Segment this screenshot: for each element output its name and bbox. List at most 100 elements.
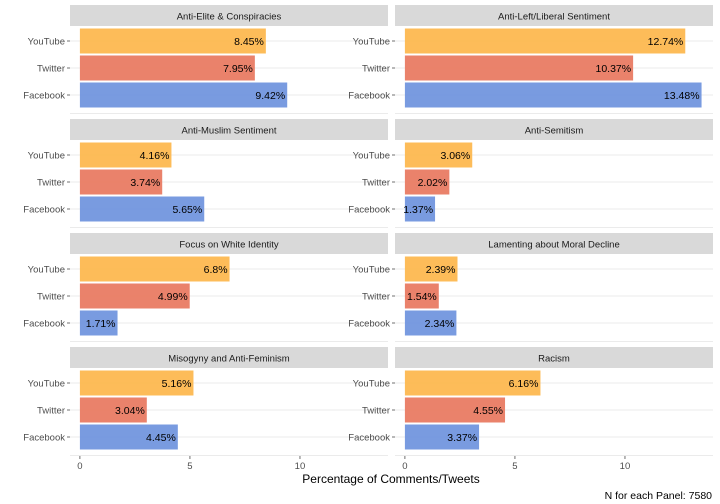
y-tick-label-twitter: Twitter xyxy=(37,178,65,189)
y-tick-label-twitter: Twitter xyxy=(37,406,65,417)
y-tick-label-facebook: Facebook xyxy=(23,205,65,216)
y-tick-label-youtube: YouTube xyxy=(28,265,65,276)
x-tick-label: 0 xyxy=(402,461,407,472)
facet-panel-lamenting-about-moral-decline: Lamenting about Moral Decline 2.39% YouTub… xyxy=(348,233,713,342)
bar-facebook xyxy=(404,310,457,336)
bar-facebook xyxy=(404,424,480,450)
bar-youtube xyxy=(404,256,458,282)
y-tick-label-twitter: Twitter xyxy=(362,64,390,75)
bar-value-label: 5.65% xyxy=(172,204,202,216)
y-tick-label-youtube: YouTube xyxy=(353,37,390,48)
facet-strip xyxy=(70,119,388,140)
facet-strip xyxy=(70,233,388,254)
facet-strip xyxy=(395,233,713,254)
x-tick-label: 10 xyxy=(620,461,631,472)
bar-value-label: 1.54% xyxy=(407,291,437,303)
bar-value-label: 3.04% xyxy=(115,405,145,417)
y-tick-label-youtube: YouTube xyxy=(28,379,65,390)
y-tick-label-youtube: YouTube xyxy=(353,379,390,390)
x-tick-label: 10 xyxy=(295,461,306,472)
bar-value-label: 4.16% xyxy=(140,150,170,162)
y-tick-label-facebook: Facebook xyxy=(348,91,390,102)
x-tick-label: 0 xyxy=(77,461,82,472)
bar-value-label: 6.16% xyxy=(509,378,539,390)
facet-title: Focus on White Identity xyxy=(179,240,279,251)
y-tick-label-youtube: YouTube xyxy=(28,151,65,162)
y-tick-label-twitter: Twitter xyxy=(362,178,390,189)
facet-title: Misogyny and Anti-Feminism xyxy=(168,354,290,365)
facet-panel-anti-left-liberal-sentiment: Anti-Left/Liberal Sentiment 12.74% YouTube… xyxy=(348,5,713,114)
y-tick-label-twitter: Twitter xyxy=(362,406,390,417)
bar-twitter xyxy=(79,283,190,309)
bar-twitter xyxy=(404,169,450,195)
y-tick-label-facebook: Facebook xyxy=(23,433,65,444)
facet-panel-focus-on-white-identity: Focus on White Identity 6.8% YouTube 4.99% T… xyxy=(23,233,388,342)
bar-twitter xyxy=(404,55,634,81)
bar-value-label: 2.39% xyxy=(426,264,456,276)
bar-youtube xyxy=(79,142,172,168)
bar-twitter xyxy=(404,283,439,309)
facet-title: Anti-Muslim Sentiment xyxy=(181,126,276,137)
facet-title: Lamenting about Moral Decline xyxy=(488,240,620,251)
bar-value-label: 7.95% xyxy=(223,63,253,75)
bar-value-label: 10.37% xyxy=(595,63,631,75)
bar-youtube xyxy=(79,370,194,396)
bar-value-label: 2.02% xyxy=(418,177,448,189)
bar-value-label: 4.45% xyxy=(146,432,176,444)
bar-value-label: 13.48% xyxy=(664,90,700,102)
facet-panel-anti-muslim-sentiment: Anti-Muslim Sentiment 4.16% YouTube 3.74% Tw… xyxy=(23,119,388,228)
bar-youtube xyxy=(79,28,266,54)
bar-twitter xyxy=(79,397,147,423)
x-axis-title: Percentage of Comments/Tweets xyxy=(302,472,479,486)
bar-facebook xyxy=(79,310,118,336)
facet-panel-misogyny-and-anti-feminism: Misogyny and Anti-Feminism 5.16% YouTube 3.… xyxy=(23,347,388,472)
bar-value-label: 1.71% xyxy=(86,318,116,330)
bar-youtube xyxy=(404,28,686,54)
bar-value-label: 8.45% xyxy=(234,36,264,48)
facet-title: Anti-Semitism xyxy=(525,126,584,137)
bar-value-label: 3.37% xyxy=(447,432,477,444)
bar-value-label: 6.8% xyxy=(204,264,228,276)
y-tick-label-twitter: Twitter xyxy=(362,292,390,303)
facet-panel-anti-semitism: Anti-Semitism 3.06% YouTube 2.02% Twitter 1.3… xyxy=(348,119,713,228)
y-tick-label-twitter: Twitter xyxy=(37,64,65,75)
bar-twitter xyxy=(404,397,506,423)
bar-value-label: 3.06% xyxy=(440,150,470,162)
facet-strip xyxy=(395,5,713,26)
y-tick-label-facebook: Facebook xyxy=(348,205,390,216)
bar-facebook xyxy=(79,82,288,108)
bar-youtube xyxy=(79,256,230,282)
x-tick-label: 5 xyxy=(187,461,192,472)
y-tick-label-youtube: YouTube xyxy=(28,37,65,48)
y-tick-label-youtube: YouTube xyxy=(353,151,390,162)
y-tick-label-twitter: Twitter xyxy=(37,292,65,303)
facet-panel-racism: Racism 6.16% YouTube 4.55% Twitter 3.37% Faceb… xyxy=(348,347,713,472)
bar-facebook xyxy=(79,196,205,222)
facet-panel-anti-elite-conspiracies: Anti-Elite & Conspiracies 8.45% YouTube 7.9… xyxy=(23,5,388,114)
facet-title: Anti-Left/Liberal Sentiment xyxy=(498,12,610,23)
facet-strip xyxy=(70,5,388,26)
bar-youtube xyxy=(404,370,541,396)
y-tick-label-youtube: YouTube xyxy=(353,265,390,276)
bar-facebook xyxy=(404,196,436,222)
bar-value-label: 9.42% xyxy=(255,90,285,102)
y-tick-label-facebook: Facebook xyxy=(348,319,390,330)
bar-value-label: 2.34% xyxy=(425,318,455,330)
bar-youtube xyxy=(404,142,473,168)
bar-value-label: 1.37% xyxy=(403,204,433,216)
bar-value-label: 4.99% xyxy=(158,291,188,303)
bar-value-label: 3.74% xyxy=(130,177,160,189)
bar-value-label: 4.55% xyxy=(473,405,503,417)
caption: N for each Panel: 7580 xyxy=(605,490,713,502)
bar-twitter xyxy=(79,55,255,81)
bar-value-label: 12.74% xyxy=(648,36,684,48)
bar-facebook xyxy=(404,82,702,108)
bar-twitter xyxy=(79,169,163,195)
facet-strip xyxy=(395,347,713,368)
y-tick-label-facebook: Facebook xyxy=(23,319,65,330)
facet-strip xyxy=(70,347,388,368)
bar-value-label: 5.16% xyxy=(162,378,192,390)
facet-panels: Anti-Elite & Conspiracies 8.45% YouTube 7.9… xyxy=(23,5,713,472)
y-tick-label-facebook: Facebook xyxy=(23,91,65,102)
